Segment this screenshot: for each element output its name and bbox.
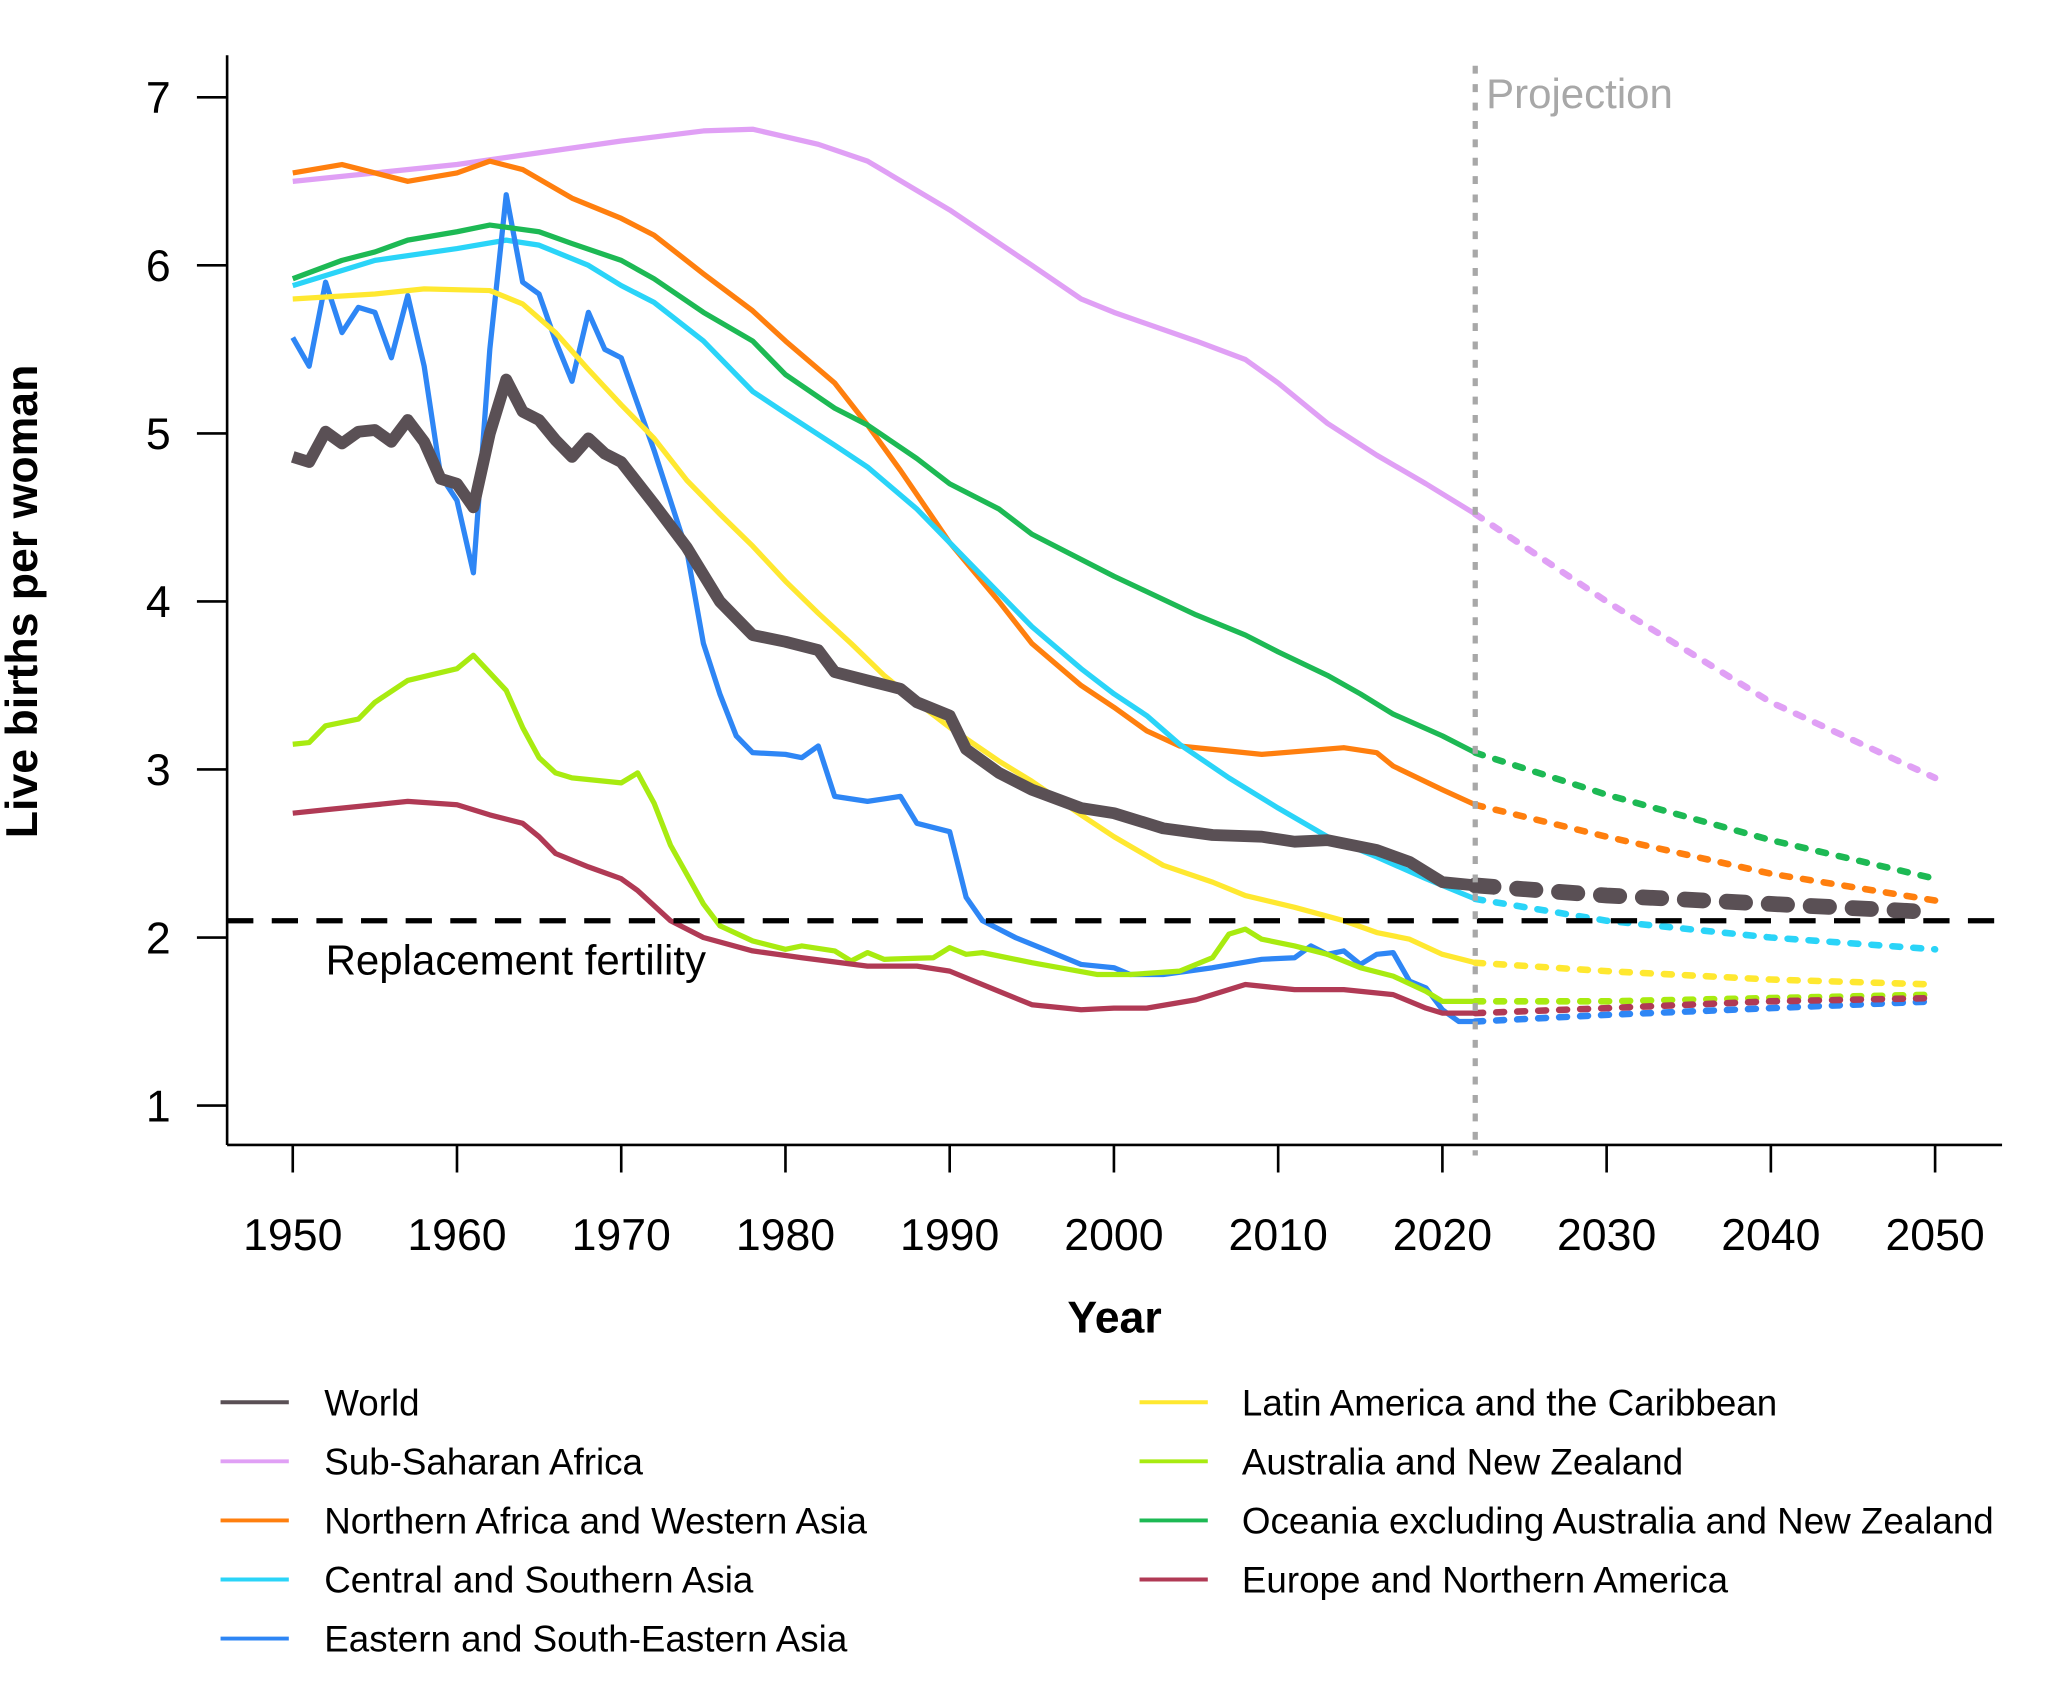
x-tick-label: 2010 (1229, 1211, 1328, 1260)
y-tick-label: 4 (146, 578, 171, 627)
replacement-fertility-label: Replacement fertility (326, 936, 706, 983)
y-tick-label: 3 (146, 746, 171, 795)
series-projection-sub-saharan-africa (1471, 510, 1939, 782)
series-projection-northern-africa-and-western-asia (1471, 801, 1939, 904)
legend-label: Latin America and the Caribbean (1242, 1382, 1777, 1423)
x-tick-label: 1990 (900, 1211, 999, 1260)
x-axis-label: Year (1067, 1294, 1161, 1343)
x-tick-label: 2020 (1393, 1211, 1492, 1260)
x-tick-label: 2030 (1557, 1211, 1656, 1260)
series-projection-latin-america-and-the-caribbean (1471, 959, 1939, 988)
series-projection-world (1467, 877, 1943, 921)
series-line-central-and-southern-asia (291, 237, 1477, 902)
series-projection-europe-and-northern-america (1471, 994, 1939, 1017)
series-layer (290, 126, 1943, 1025)
legend-label: Australia and New Zealand (1242, 1441, 1683, 1482)
series-line-europe-and-northern-america (292, 798, 1476, 1016)
series-line-australia-and-new-zealand (292, 652, 1476, 1004)
series-line-world (290, 373, 1476, 892)
y-tick-label: 2 (146, 914, 171, 963)
series-projection-australia-and-new-zealand (1471, 991, 1939, 1005)
legend-label: Oceania excluding Australia and New Zeal… (1242, 1501, 1994, 1542)
x-tick-label: 2040 (1721, 1211, 1820, 1260)
series-line-sub-saharan-africa (292, 126, 1477, 517)
y-tick-label: 7 (146, 74, 171, 123)
legend-label: Eastern and South-Eastern Asia (324, 1619, 848, 1660)
legend-label: Europe and Northern America (1242, 1560, 1729, 1601)
x-tick-label: 2050 (1885, 1211, 1984, 1260)
legend-label: Sub-Saharan Africa (324, 1441, 643, 1482)
reference-layer (227, 65, 2003, 1156)
projection-label: Projection (1486, 70, 1673, 117)
series-projection-central-and-southern-asia (1471, 895, 1939, 953)
series-line-latin-america-and-the-caribbean (292, 286, 1476, 966)
legend-label: Northern Africa and Western Asia (324, 1501, 867, 1542)
y-tick-label: 1 (146, 1082, 171, 1131)
y-tick-label: 5 (146, 410, 171, 459)
y-axis-label: Live births per woman (0, 365, 47, 839)
y-tick-label: 6 (146, 242, 171, 291)
legend: World Sub-Saharan Africa Northern Africa a… (220, 1382, 1994, 1660)
series-projection-oceania-excluding-australia-and-new-zealand (1471, 749, 1939, 882)
series-line-oceania-excluding-australia-and-new-zealand (291, 222, 1477, 756)
legend-label: World (324, 1382, 419, 1423)
x-tick-label: 1950 (243, 1211, 342, 1260)
x-tick-label: 1960 (407, 1211, 506, 1260)
series-projection-eastern-and-south-eastern-asia (1471, 998, 1939, 1025)
axes: 1 2 3 4 5 6 7 1950 1960 1970 1980 1990 2000 2010 2020 2… (146, 55, 2003, 1260)
x-tick-label: 1980 (736, 1211, 835, 1260)
series-line-eastern-and-south-eastern-asia (290, 192, 1476, 1025)
x-tick-label: 1970 (572, 1211, 671, 1260)
x-tick-label: 2000 (1064, 1211, 1163, 1260)
legend-label: Central and Southern Asia (324, 1560, 754, 1601)
